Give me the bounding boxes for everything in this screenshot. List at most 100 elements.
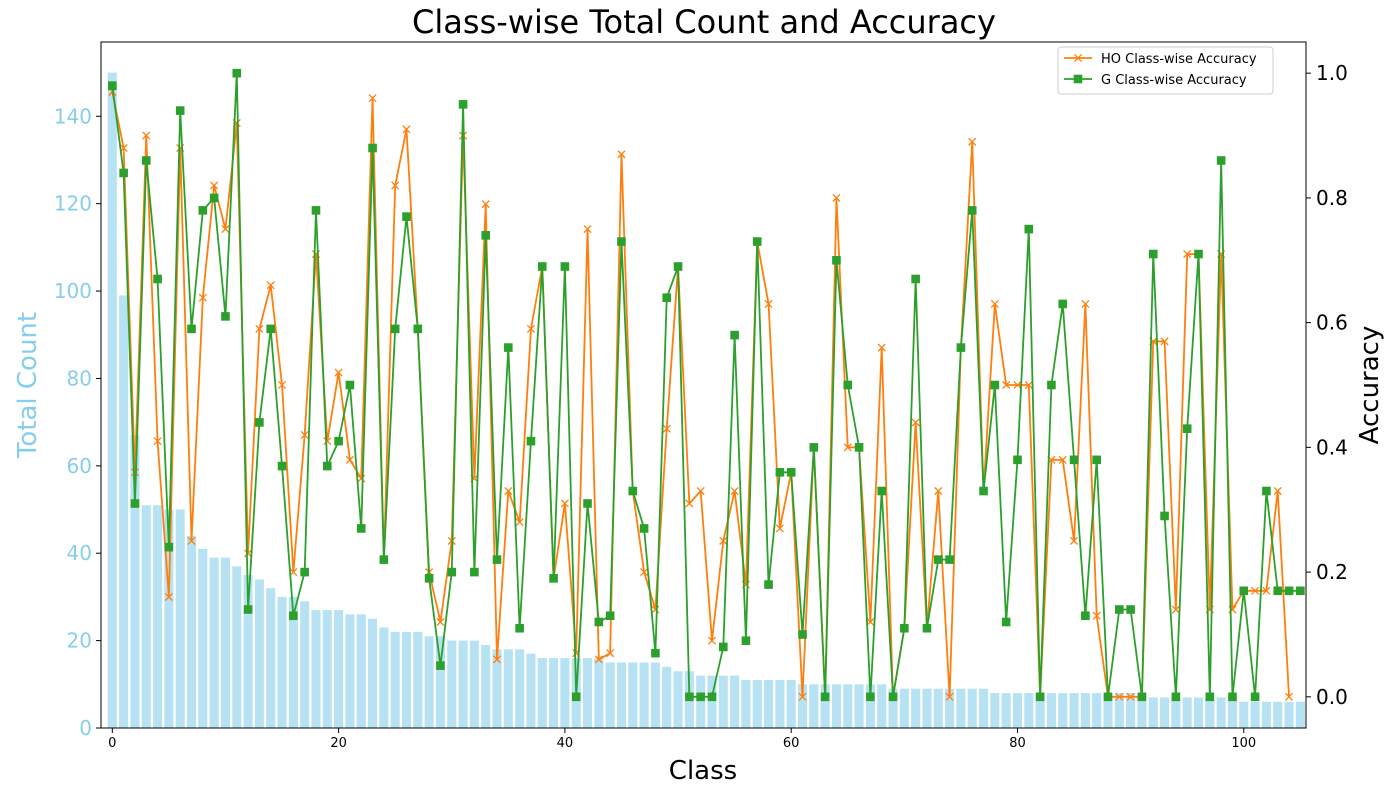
right-tick-label-0.6: 0.6	[1316, 311, 1348, 335]
bar-class-68	[877, 684, 887, 728]
ho-point-74	[945, 692, 954, 701]
right-tick-label-0: 0.0	[1316, 685, 1348, 709]
bar-class-30	[447, 640, 457, 728]
g-point-86	[1081, 611, 1090, 621]
bar-class-36	[515, 649, 525, 728]
bar-class-69	[888, 688, 898, 728]
legend-ho-label: HO Class-wise Accuracy	[1101, 52, 1257, 67]
g-point-44	[605, 611, 615, 621]
ho-point-65	[843, 443, 852, 452]
bar-class-9	[209, 557, 219, 728]
ho-point-95	[1183, 249, 1192, 259]
bar-class-42	[583, 658, 593, 728]
g-point-1	[119, 168, 128, 178]
x-tick-label-80: 80	[1009, 736, 1026, 751]
g-point-100	[1239, 586, 1249, 596]
g-point-21	[345, 380, 355, 390]
bar-class-73	[933, 688, 943, 728]
bar-class-98	[1216, 697, 1226, 728]
legend-item-ho: HO Class-wise Accuracy	[1064, 52, 1257, 67]
ho-point-7	[187, 536, 196, 545]
ho-point-101	[1251, 586, 1260, 595]
g-point-29	[436, 661, 445, 670]
g-point-23	[368, 143, 377, 153]
bar-class-70	[899, 688, 909, 728]
line-path-ho	[111, 91, 1290, 698]
bar-class-78	[990, 693, 1000, 728]
ho-point-78	[990, 299, 999, 308]
bar-class-34	[492, 649, 502, 728]
bar-class-3	[141, 505, 151, 728]
g-point-71	[911, 274, 920, 284]
ho-point-19	[323, 437, 332, 446]
g-point-17	[300, 567, 309, 577]
ho-point-90	[1126, 692, 1135, 701]
ho-point-87	[1092, 611, 1101, 620]
right-tick-label-0.4: 0.4	[1316, 435, 1348, 459]
bar-class-5	[164, 509, 174, 728]
ho-point-80	[1013, 380, 1022, 390]
g-point-28	[424, 574, 434, 583]
left-tick-label-60: 60	[67, 454, 92, 478]
g-point-50	[673, 262, 683, 271]
g-point-13	[255, 418, 264, 427]
left-tick-label-0: 0	[79, 716, 92, 740]
bar-class-43	[594, 658, 604, 728]
line-series-g	[108, 68, 1305, 702]
bar-class-12	[243, 575, 253, 728]
legend: HO Class-wise Accuracy G Class-wise Accu…	[1057, 46, 1274, 95]
left-tick-label-100: 100	[54, 279, 92, 303]
g-point-3	[141, 156, 151, 165]
g-point-99	[1228, 692, 1237, 702]
bar-class-6	[175, 509, 185, 728]
g-point-60	[786, 468, 796, 477]
bar-class-20	[334, 610, 344, 728]
g-point-8	[198, 206, 208, 215]
left-axis-ticks: 0 20 40 60 80 100 120 140	[54, 104, 101, 740]
legend-box	[1057, 46, 1274, 95]
x-tick-label-100: 100	[1231, 736, 1256, 751]
ho-point-20	[334, 368, 343, 377]
bar-class-77	[979, 688, 989, 728]
legend-g-marker	[1073, 74, 1083, 84]
right-tick-label-1: 1.0	[1316, 61, 1348, 85]
g-point-64	[832, 255, 841, 265]
ho-point-48	[651, 605, 660, 614]
g-point-90	[1126, 605, 1135, 614]
g-point-58	[764, 580, 773, 589]
x-axis-label: Class	[669, 756, 737, 786]
g-point-84	[1058, 299, 1068, 309]
g-point-79	[1001, 617, 1011, 627]
g-point-54	[719, 642, 728, 652]
g-point-26	[402, 212, 411, 221]
g-point-92	[1148, 249, 1158, 259]
bar-class-67	[865, 684, 875, 728]
g-point-36	[515, 623, 524, 633]
bar-class-8	[198, 548, 208, 728]
ho-point-2	[130, 468, 140, 477]
ho-point-53	[707, 636, 717, 645]
bar-class-55	[730, 675, 740, 728]
ho-point-54	[719, 536, 728, 545]
g-point-61	[798, 630, 807, 639]
legend-g-square-marker	[1073, 74, 1083, 84]
ho-point-71	[911, 418, 920, 427]
g-point-9	[209, 193, 219, 203]
ho-point-86	[1081, 299, 1090, 308]
g-point-81	[1024, 224, 1034, 234]
x-tick-label-40: 40	[557, 736, 574, 751]
bar-class-66	[854, 684, 864, 728]
g-point-22	[356, 524, 366, 533]
bar-class-31	[458, 640, 468, 728]
ho-point-45	[617, 150, 626, 159]
g-point-62	[809, 443, 819, 452]
g-point-82	[1035, 692, 1045, 702]
bar-class-26	[401, 631, 412, 728]
ho-point-29	[436, 617, 445, 627]
bar-class-47	[639, 662, 649, 728]
bar-class-96	[1193, 697, 1204, 728]
bar-class-15	[277, 596, 287, 728]
bar-class-22	[356, 614, 366, 728]
ho-point-85	[1069, 536, 1079, 545]
